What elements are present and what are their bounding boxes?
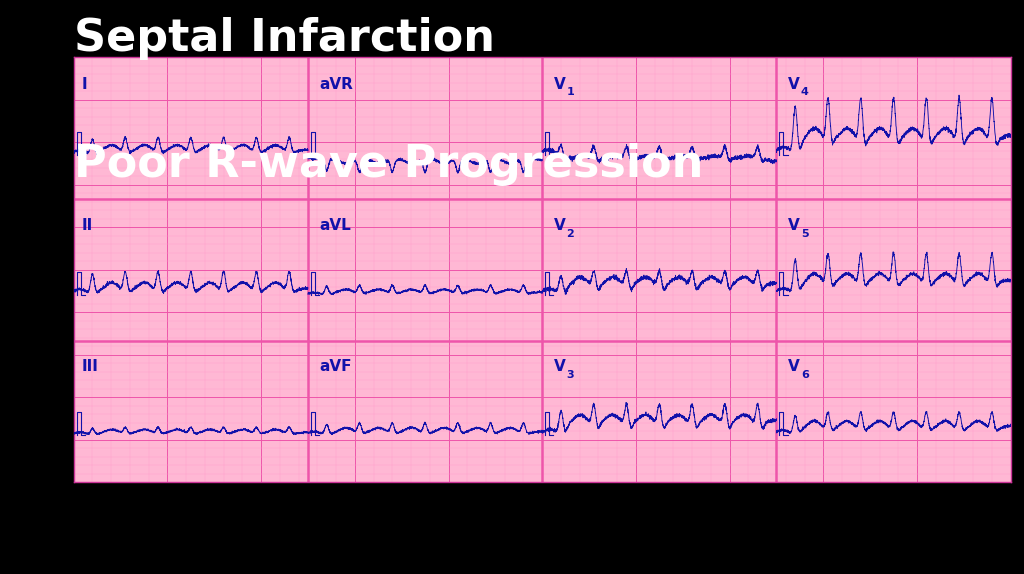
Text: 2: 2 <box>566 228 574 239</box>
Text: aVR: aVR <box>319 76 353 91</box>
Text: V: V <box>553 359 565 374</box>
Text: V: V <box>787 76 800 91</box>
Text: 5: 5 <box>801 228 808 239</box>
Text: II: II <box>81 218 92 233</box>
Text: III: III <box>81 359 98 374</box>
Text: Septal Infarction: Septal Infarction <box>74 17 495 60</box>
Text: 4: 4 <box>801 87 809 97</box>
Text: I: I <box>81 76 87 91</box>
Text: 1: 1 <box>566 87 574 97</box>
Text: V: V <box>553 218 565 233</box>
Text: aVF: aVF <box>319 359 351 374</box>
Text: 6: 6 <box>801 370 809 379</box>
Text: V: V <box>787 218 800 233</box>
Text: Poor R-wave Progression: Poor R-wave Progression <box>74 144 703 187</box>
Text: 3: 3 <box>566 370 574 379</box>
Text: aVL: aVL <box>319 218 351 233</box>
Text: V: V <box>553 76 565 91</box>
Text: V: V <box>787 359 800 374</box>
